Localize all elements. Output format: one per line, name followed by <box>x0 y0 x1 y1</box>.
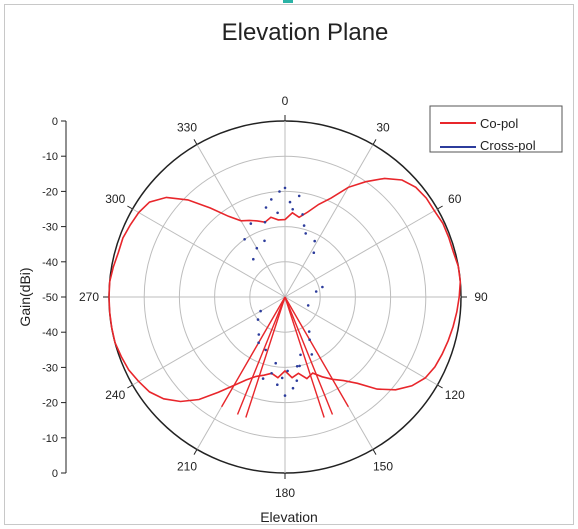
series-point-cross-pol <box>298 364 301 368</box>
radial-tick-label: 0 <box>52 116 58 128</box>
grid-spoke <box>284 296 438 386</box>
series-point-cross-pol <box>299 353 302 357</box>
legend-box <box>429 105 563 153</box>
series-spike-co-pol <box>245 296 286 418</box>
series-point-cross-pol <box>252 257 255 261</box>
angle-tick-label: 180 <box>275 486 295 500</box>
series-point-cross-pol <box>283 186 287 190</box>
grid-spoke <box>132 208 286 298</box>
angle-tick-label: 120 <box>445 388 465 402</box>
chart-title: Elevation Plane <box>222 19 389 46</box>
angle-tick-label: 60 <box>448 192 462 206</box>
outer-tick <box>127 384 133 389</box>
series-point-cross-pol <box>263 239 266 243</box>
series-point-cross-pol <box>270 372 273 375</box>
angle-tick-label: 150 <box>373 460 393 474</box>
series-point-cross-pol <box>264 348 268 352</box>
series-layer <box>108 177 462 418</box>
angle-tick-label: 90 <box>474 290 488 304</box>
series-point-cross-pol <box>288 200 292 204</box>
angle-tick-label: 240 <box>105 388 125 402</box>
series-point-cross-pol <box>283 394 287 397</box>
y-axis-label: Gain(dBi) <box>17 267 33 326</box>
radial-axis: 0 -10 -20 -30 -40 -50 -40 -30 -20 -10 0 <box>42 116 67 480</box>
radial-tick-label: -40 <box>42 257 58 269</box>
outer-tick <box>372 449 377 455</box>
series-point-cross-pol <box>306 304 310 307</box>
top-accent-mark <box>283 0 293 3</box>
radial-tick-label: -30 <box>42 222 58 234</box>
series-point-cross-pol <box>256 318 260 321</box>
series-spike-co-pol <box>284 296 334 415</box>
grid-spoke <box>284 144 374 298</box>
series-point-cross-pol <box>313 239 317 243</box>
radial-tick-label: -30 <box>42 362 58 374</box>
series-point-cross-pol <box>314 290 318 293</box>
angle-tick-label: 330 <box>177 120 197 134</box>
radial-tick-label: -10 <box>42 433 58 445</box>
series-point-cross-pol <box>264 206 268 209</box>
outer-tick <box>437 205 443 210</box>
series-spike-co-pol <box>284 296 325 418</box>
legend-label-co-pol: Co-pol <box>480 116 518 131</box>
angle-tick-label: 270 <box>79 290 99 304</box>
series-point-cross-pol <box>307 330 311 333</box>
series-point-cross-pol <box>276 383 279 387</box>
series-point-cross-pol <box>286 369 289 373</box>
series-point-cross-pol <box>295 379 299 383</box>
series-point-cross-pol <box>243 238 246 241</box>
outer-tick <box>437 384 443 389</box>
series-point-cross-pol <box>308 338 311 342</box>
angle-tick-label: 30 <box>376 120 390 134</box>
grid-spoke <box>132 296 286 386</box>
angle-tick-labels: 0 30 60 90 120 150 180 210 240 270 300 330 <box>79 94 488 500</box>
radial-tick-label: -20 <box>42 398 58 410</box>
legend: Co-pol Cross-pol <box>429 105 563 153</box>
x-axis-label: Elevation <box>260 509 318 525</box>
series-point-cross-pol <box>280 376 284 380</box>
series-point-cross-pol <box>278 190 281 193</box>
series-point-cross-pol <box>295 365 299 368</box>
series-spike-co-pol <box>284 296 349 408</box>
series-point-cross-pol <box>261 377 265 380</box>
series-point-cross-pol <box>291 208 295 211</box>
radial-tick-label: -10 <box>42 151 58 163</box>
grid-spoke <box>284 208 438 298</box>
series-point-cross-pol <box>257 341 260 345</box>
series-spike-co-pol <box>221 296 286 408</box>
series-line-co-pol <box>108 177 462 403</box>
series-point-cross-pol <box>312 251 316 254</box>
radial-tick-label: -50 <box>42 292 58 304</box>
outer-tick <box>193 139 198 145</box>
series-point-cross-pol <box>274 361 278 365</box>
radial-tick-label: -40 <box>42 327 58 339</box>
series-point-cross-pol <box>249 222 253 225</box>
series-point-cross-pol <box>297 194 301 198</box>
radial-tick-label: -20 <box>42 186 58 198</box>
outer-tick <box>193 449 198 455</box>
series-point-cross-pol <box>321 285 324 289</box>
series-point-cross-pol <box>257 333 261 336</box>
series-point-cross-pol <box>291 386 295 390</box>
series-point-cross-pol <box>304 232 308 235</box>
series-point-cross-pol <box>263 220 267 224</box>
series-spike-co-pol <box>236 296 286 415</box>
series-point-cross-pol <box>302 224 306 227</box>
angle-tick-label: 300 <box>105 192 125 206</box>
series-point-cross-pol <box>310 353 314 356</box>
series-point-cross-pol <box>276 211 279 215</box>
angle-tick-label: 210 <box>177 460 197 474</box>
radial-tick-label: 0 <box>52 468 58 480</box>
series-point-cross-pol <box>270 198 273 201</box>
legend-label-cross-pol: Cross-pol <box>480 138 536 153</box>
outer-tick <box>372 139 377 145</box>
series-point-cross-pol <box>255 246 259 250</box>
angle-tick-label: 0 <box>282 94 289 108</box>
series-point-cross-pol <box>301 213 304 216</box>
outer-tick <box>127 205 133 210</box>
series-point-cross-pol <box>259 309 262 313</box>
